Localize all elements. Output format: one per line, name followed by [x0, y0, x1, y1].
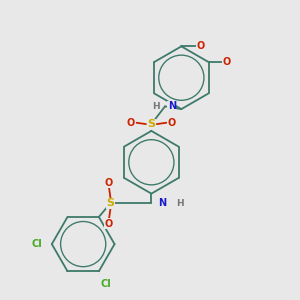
- Text: Cl: Cl: [101, 279, 112, 289]
- Text: S: S: [106, 198, 115, 208]
- Text: O: O: [222, 57, 230, 67]
- Text: N: N: [168, 101, 176, 111]
- Text: O: O: [127, 118, 135, 128]
- Text: O: O: [168, 118, 176, 128]
- Text: O: O: [105, 178, 113, 188]
- Text: O: O: [105, 219, 113, 229]
- Text: H: H: [176, 199, 184, 208]
- Text: Cl: Cl: [32, 239, 42, 249]
- Text: O: O: [196, 41, 205, 51]
- Text: H: H: [152, 102, 159, 111]
- Text: N: N: [158, 198, 166, 208]
- Text: S: S: [147, 119, 155, 129]
